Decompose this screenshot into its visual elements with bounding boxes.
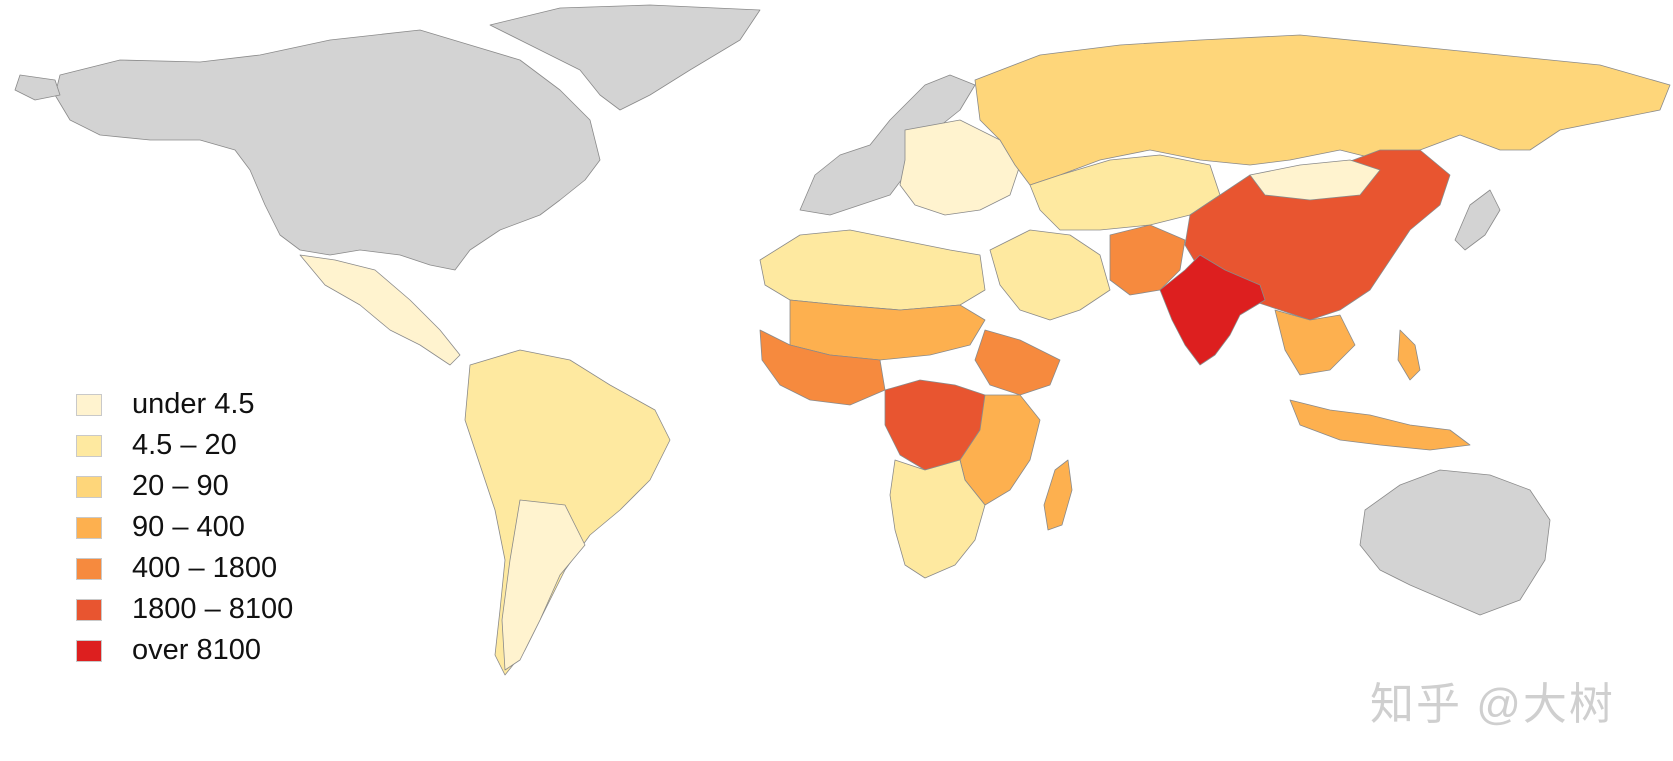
- legend-swatch: [76, 557, 102, 580]
- region-australia: [1359, 469, 1551, 616]
- region-mongolia: [1249, 159, 1381, 201]
- legend-item: 20 – 90: [76, 466, 293, 507]
- region-madagascar: [1043, 459, 1073, 531]
- region-indonesia: [1289, 399, 1471, 451]
- region-southern-cone: [501, 499, 586, 671]
- region-north-africa: [759, 229, 986, 311]
- legend-swatch: [76, 393, 102, 416]
- region-japan: [1454, 189, 1501, 251]
- legend-swatch: [76, 516, 102, 539]
- legend-label: 90 – 400: [132, 511, 245, 543]
- region-west-africa: [759, 329, 886, 406]
- legend-item: under 4.5: [76, 384, 293, 425]
- legend-label: 20 – 90: [132, 470, 229, 502]
- region-philippines: [1397, 329, 1421, 381]
- legend-item: over 8100: [76, 630, 293, 671]
- legend-label: under 4.5: [132, 388, 255, 420]
- region-east-africa: [959, 394, 1041, 506]
- legend-swatch: [76, 598, 102, 621]
- watermark-handle: @大树: [1476, 680, 1615, 729]
- region-eastern-europe: [899, 119, 1021, 216]
- region-india: [1159, 254, 1266, 366]
- watermark: 知乎 @大树: [1370, 668, 1615, 732]
- region-alaska: [14, 74, 61, 101]
- map-legend: under 4.5 4.5 – 20 20 – 90 90 – 400 400 …: [76, 384, 293, 671]
- legend-label: over 8100: [132, 634, 261, 666]
- legend-label: 400 – 1800: [132, 552, 278, 584]
- legend-label: 1800 – 8100: [132, 593, 294, 625]
- region-sahel: [789, 299, 986, 361]
- region-mexico: [299, 254, 461, 366]
- region-southeast-asia: [1274, 309, 1356, 376]
- legend-swatch: [76, 475, 102, 498]
- legend-item: 4.5 – 20: [76, 425, 293, 466]
- legend-swatch: [76, 639, 102, 662]
- region-pakistan: [1109, 224, 1186, 296]
- legend-item: 1800 – 8100: [76, 589, 293, 630]
- watermark-brand: 知乎: [1370, 679, 1462, 730]
- legend-swatch: [76, 434, 102, 457]
- legend-item: 400 – 1800: [76, 548, 293, 589]
- legend-item: 90 – 400: [76, 507, 293, 548]
- region-southern-africa: [889, 459, 986, 579]
- legend-label: 4.5 – 20: [132, 429, 237, 461]
- region-ethiopia: [974, 329, 1061, 396]
- region-western-europe: [799, 74, 976, 216]
- region-middle-east: [989, 229, 1111, 321]
- region-north-america: [54, 29, 601, 271]
- region-greenland: [489, 4, 761, 111]
